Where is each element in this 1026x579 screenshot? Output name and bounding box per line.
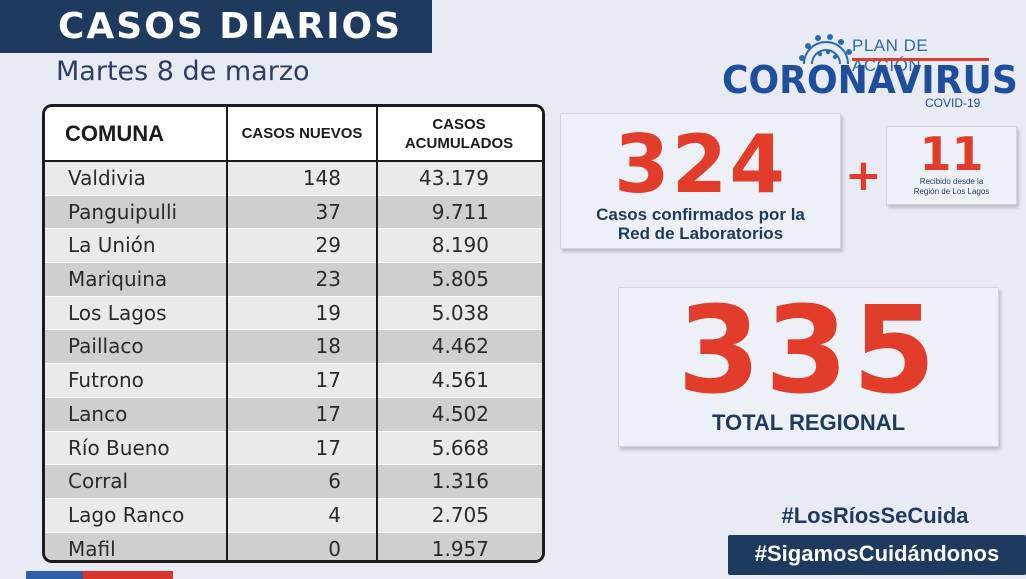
cell-comuna: Lago Ranco — [68, 502, 185, 527]
confirmed-label-line1: Casos confirmados por la — [596, 205, 805, 224]
logo-underline — [852, 58, 989, 61]
extra-cases-value: 11 — [919, 127, 984, 181]
confirmed-cases-value: 324 — [614, 118, 787, 211]
header-acumulados-line2: ACUMULADOS — [404, 134, 514, 152]
cell-nuevos: 148 — [302, 166, 341, 190]
date-subtitle: Martes 8 de marzo — [56, 56, 310, 87]
table-row: Río Bueno 17 5.668 — [45, 431, 542, 466]
cell-acumulados: 5.038 — [431, 300, 489, 325]
column-divider — [226, 107, 228, 560]
row-divider — [45, 329, 542, 331]
cases-table: COMUNA CASOS NUEVOS CASOS ACUMULADOS Val… — [42, 104, 545, 563]
total-regional-value: 335 — [677, 282, 940, 421]
row-divider — [45, 464, 542, 466]
table-row: Mafil 0 1.957 — [45, 532, 542, 560]
plus-sign: + — [845, 150, 882, 201]
cell-nuevos: 17 — [315, 435, 341, 460]
header-acumulados-line1: CASOS — [432, 115, 486, 133]
cell-comuna: Paillaco — [68, 334, 144, 359]
table-row: Corral 6 1.316 — [45, 465, 542, 499]
cell-acumulados: 4.462 — [431, 334, 489, 359]
cell-nuevos: 0 — [328, 536, 341, 560]
cell-acumulados: 9.711 — [431, 199, 489, 224]
total-regional-card: 335 TOTAL REGIONAL — [618, 287, 999, 447]
row-divider — [45, 295, 542, 297]
header-nuevos: CASOS NUEVOS — [241, 125, 363, 142]
cell-comuna: Los Lagos — [68, 300, 167, 325]
cell-acumulados: 1.316 — [431, 469, 489, 494]
cell-nuevos: 29 — [315, 233, 341, 258]
cell-nuevos: 18 — [315, 334, 341, 359]
cell-comuna: Mafil — [68, 536, 116, 560]
row-divider — [45, 531, 542, 533]
extra-cases-card: 11 Recibido desde la Región de Los Lagos — [886, 126, 1017, 205]
header-comuna: COMUNA — [65, 120, 164, 146]
header-acumulados: CASOS ACUMULADOS — [377, 107, 541, 160]
table-row: Futrono 17 4.561 — [45, 364, 542, 398]
footer-stripe-blue — [26, 571, 83, 579]
header-divider — [45, 160, 542, 162]
table-row: Lanco 17 4.502 — [45, 397, 542, 432]
total-regional-label: TOTAL REGIONAL — [711, 410, 906, 435]
cell-comuna: La Unión — [68, 233, 156, 258]
cell-acumulados: 2.705 — [431, 502, 489, 527]
hashtag-los-rios: #LosRíosSeCuida — [781, 503, 969, 528]
table-body: Valdivia 148 43.179 Panguipulli 37 9.711 La Un… — [45, 162, 542, 560]
cell-acumulados: 4.502 — [431, 401, 489, 426]
cell-acumulados: 1.957 — [431, 536, 489, 560]
coronavirus-logo: PLAN DE ACCIÓN CORONAVIRUS COVID-19 — [720, 26, 1018, 116]
extra-label-line2: Región de Los Lagos — [913, 187, 990, 196]
row-divider — [45, 396, 542, 398]
cell-comuna: Futrono — [68, 368, 144, 393]
table-row: Mariquina 23 5.805 — [45, 263, 542, 297]
row-divider — [45, 228, 542, 230]
cell-acumulados: 5.668 — [431, 435, 489, 460]
cell-comuna: Valdivia — [68, 166, 146, 190]
cell-nuevos: 23 — [315, 267, 341, 292]
confirmed-cases-card: 324 Casos confirmados por la Red de Labo… — [560, 113, 841, 249]
cell-nuevos: 17 — [315, 368, 341, 393]
row-divider — [45, 262, 542, 264]
cell-acumulados: 43.179 — [419, 166, 489, 190]
cell-nuevos: 19 — [315, 300, 341, 325]
table-row: La Unión 29 8.190 — [45, 229, 542, 264]
row-divider — [45, 363, 542, 365]
extra-cases-label: Recibido desde la Región de Los Lagos — [887, 177, 1016, 197]
cell-acumulados: 5.805 — [431, 267, 489, 292]
row-divider — [45, 497, 542, 499]
cell-acumulados: 4.561 — [431, 368, 489, 393]
logo-sub-text: COVID-19 — [925, 96, 981, 110]
table-row: Los Lagos 19 5.038 — [45, 296, 542, 331]
page-title: CASOS DIARIOS — [0, 0, 432, 53]
row-divider — [45, 430, 542, 432]
cell-nuevos: 17 — [315, 401, 341, 426]
table-row: Panguipulli 37 9.711 — [45, 195, 542, 230]
footer-stripe-red — [83, 571, 173, 579]
confirmed-label-line2: Red de Laboratorios — [617, 224, 784, 243]
cell-nuevos: 6 — [328, 469, 341, 494]
cell-comuna: Corral — [68, 469, 129, 494]
cell-comuna: Mariquina — [68, 267, 168, 292]
extra-label-line1: Recibido desde la — [919, 177, 984, 186]
row-divider — [45, 194, 542, 196]
table-row: Lago Ranco 4 2.705 — [45, 498, 542, 533]
cell-comuna: Río Bueno — [68, 435, 170, 460]
cell-comuna: Lanco — [68, 401, 128, 426]
confirmed-cases-label: Casos confirmados por la Red de Laborato… — [561, 205, 840, 243]
cell-nuevos: 37 — [315, 199, 341, 224]
cell-comuna: Panguipulli — [68, 199, 178, 224]
cell-nuevos: 4 — [328, 502, 341, 527]
cases-table-inner: COMUNA CASOS NUEVOS CASOS ACUMULADOS Val… — [45, 107, 542, 560]
hashtag-sigamos: #SigamosCuidándonos — [728, 535, 1026, 575]
table-header: COMUNA CASOS NUEVOS CASOS ACUMULADOS — [45, 107, 542, 160]
virus-icon — [799, 34, 852, 65]
table-row: Valdivia 148 43.179 — [45, 162, 542, 196]
cell-acumulados: 8.190 — [431, 233, 489, 258]
column-divider — [376, 107, 378, 560]
table-row: Paillaco 18 4.462 — [45, 330, 542, 365]
logo-main-text: CORONAVIRUS — [722, 58, 1018, 102]
